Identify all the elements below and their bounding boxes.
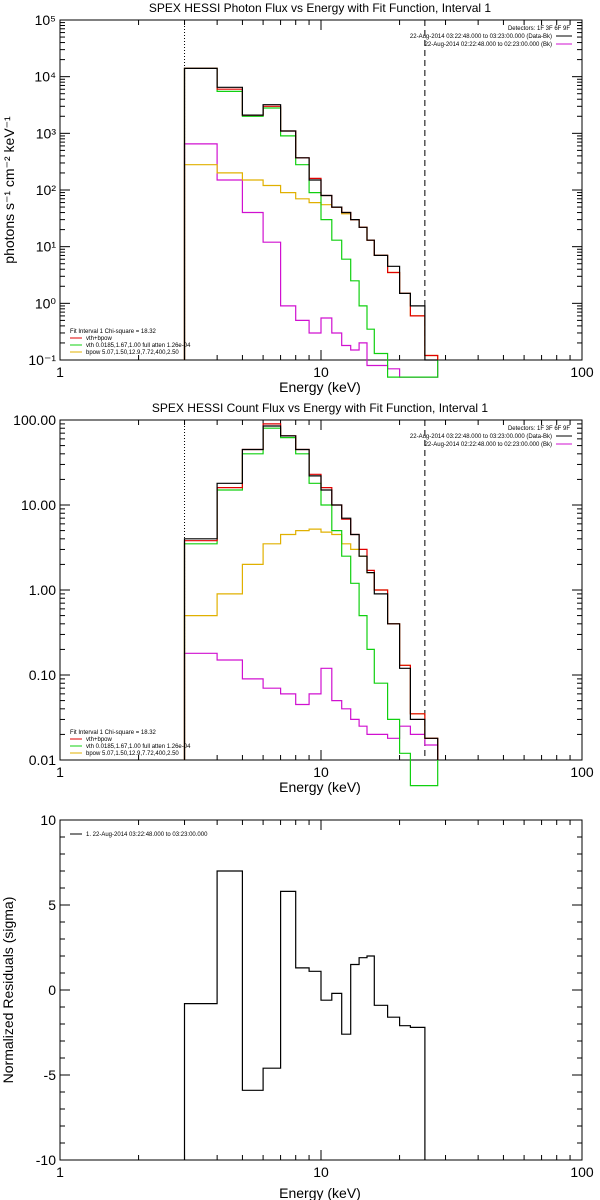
count-flux-panel: SPEX HESSI Count Flux vs Energy with Fit…: [13, 401, 594, 795]
photon-flux-xlabel: Energy (keV): [279, 379, 361, 395]
detectors-label-2: Detectors: 1F 3F 6F 9F: [508, 426, 570, 432]
series-total: [183, 67, 439, 360]
fit-interval-label: Fit Interval 1 Chi-square = 18.32: [70, 329, 157, 335]
y-tick-label: 10³: [36, 125, 57, 141]
x-tick-label: 1: [56, 764, 64, 780]
residuals-series: [183, 870, 426, 1160]
y-tick-label: 10⁴: [34, 69, 56, 85]
count-flux-series: [183, 420, 439, 787]
legend-vth-label-2: vth 0.0185,1.67,1.00 full atten 1.26e-04: [86, 744, 191, 750]
y-tick-label: 1.00: [29, 582, 56, 598]
x-tick-label: 100: [570, 1164, 594, 1180]
count-flux-title: SPEX HESSI Count Flux vs Energy with Fit…: [152, 401, 488, 415]
count-flux-xlabel: Energy (keV): [279, 779, 361, 795]
legend-vth-label: vth 0.0185,1.67,1.00 full atten 1.26e-04: [86, 343, 191, 349]
series-bk: [183, 143, 439, 378]
x-tick-label: 10: [313, 1164, 329, 1180]
x-tick-label: 100: [570, 764, 594, 780]
y-tick-label: 10⁵: [35, 12, 56, 28]
series-data: [183, 870, 426, 1160]
photon-flux-title: SPEX HESSI Photon Flux vs Energy with Fi…: [149, 1, 491, 15]
y-tick-label: 0: [48, 982, 56, 998]
x-tick-label: 100: [570, 364, 594, 380]
residuals-panel: 1 10 100 -10 -5 0 5 10 Energy (keV) Normalized …: [0, 812, 594, 1200]
data-interval-label: 22-Aug-2014 03:22:48.000 to 03:23:00.000…: [410, 34, 552, 40]
series-bpow: [183, 164, 439, 360]
residuals-ylabel: Normalized Residuals (sigma): [0, 897, 16, 1084]
x-tick-label: 10: [313, 364, 329, 380]
y-tick-label: 100.00: [13, 412, 56, 428]
residuals-legend-label: 1. 22-Aug-2014 03:22:48.000 to 03:23:00.…: [86, 832, 208, 838]
count-flux-plot-frame: [59, 419, 583, 761]
y-tick-label: 10²: [36, 182, 57, 198]
y-tick-label: 10¹: [36, 239, 57, 255]
legend-bpow-label: bpow 5.07,1.50,12.9,7.72,400,2.50: [86, 350, 179, 356]
x-tick-label: 1: [56, 1164, 64, 1180]
x-tick-label: 10: [313, 764, 329, 780]
y-tick-label: -5: [44, 1067, 57, 1083]
residuals-axes: 1 10 100 -10 -5 0 5 10: [36, 812, 594, 1180]
series-data: [183, 67, 438, 361]
y-tick-label: 10⁻¹: [28, 352, 56, 368]
residuals-xlabel: Energy (keV): [279, 1185, 361, 1200]
legend-total-label: vth+bpow: [86, 336, 113, 342]
count-flux-axes: 1 10 100 0.01 0.10 1.00 10.00 100.00: [13, 412, 594, 780]
y-tick-label: 10.00: [21, 497, 56, 513]
x-tick-label: 1: [56, 364, 64, 380]
photon-flux-axes: 1 10 100 10⁻¹ 10⁰ 10¹ 10² 10³ 10⁴ 10⁵: [28, 12, 594, 380]
photon-flux-series: [183, 20, 439, 378]
y-tick-label: 10: [40, 812, 56, 828]
bk-interval-label: 22-Aug-2014 02:22:48.000 to 02:23:00.000…: [425, 42, 552, 48]
y-tick-label: 0.10: [29, 667, 56, 683]
data-interval-label-2: 22-Aug-2014 03:22:48.000 to 03:23:00.000…: [410, 434, 552, 440]
series-total: [183, 423, 439, 760]
series-vth: [183, 67, 439, 378]
series-data: [183, 425, 439, 760]
photon-flux-panel: SPEX HESSI Photon Flux vs Energy with Fi…: [1, 1, 594, 395]
y-tick-label: -10: [36, 1152, 56, 1168]
photon-flux-ylabel: photons s⁻¹ cm⁻² keV⁻¹: [1, 116, 17, 264]
series-vth: [183, 427, 439, 787]
legend-total-label-2: vth+bpow: [86, 737, 113, 743]
legend-bpow-label-2: bpow 5.07,1.50,12.9,7.72,400,2.50: [86, 751, 179, 757]
y-tick-label: 5: [48, 897, 56, 913]
fit-interval-label-2: Fit Interval 1 Chi-square = 18.32: [70, 730, 157, 736]
y-tick-label: 0.01: [29, 752, 56, 768]
bk-interval-label-2: 22-Aug-2014 02:22:48.000 to 02:23:00.000…: [425, 442, 552, 448]
detectors-label: Detectors: 1F 3F 6F 9F: [508, 26, 570, 32]
y-tick-label: 10⁰: [35, 295, 57, 311]
